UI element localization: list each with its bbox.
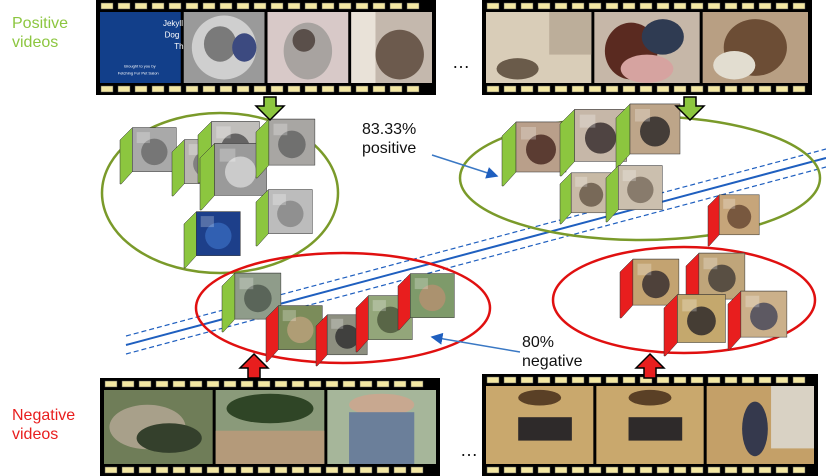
video-frame <box>486 386 594 464</box>
frame-caption-text: Th <box>174 42 183 51</box>
negative-video-filmstrip-2 <box>482 374 818 476</box>
video-frame <box>327 390 436 464</box>
down-arrow-right <box>674 96 706 122</box>
video-frame <box>215 390 325 464</box>
positive-sample-cube <box>119 127 177 185</box>
down-arrow-left <box>254 96 286 122</box>
negative-videos-label-line2: videos <box>12 426 59 444</box>
positive-sample-cube <box>559 172 612 225</box>
up-arrow-right <box>634 352 666 379</box>
positive-sample-cube <box>183 211 241 269</box>
positive-percentage-value: 83.33% <box>362 121 417 138</box>
positive-sample-cube <box>501 121 567 187</box>
ellipsis-top: … <box>452 52 470 72</box>
negative-sample-cube <box>663 293 727 357</box>
positive-videos-label: Positive videos <box>12 14 68 52</box>
negative-video-filmstrip-1 <box>100 378 440 476</box>
positive-sample-cube <box>615 103 681 169</box>
negative-sample-cube <box>727 290 788 351</box>
video-frame <box>486 12 592 83</box>
video-frame <box>596 386 704 464</box>
positive-annotation-arrow <box>431 154 499 179</box>
positive-videos-label-line2: videos <box>12 34 59 52</box>
video-frame <box>351 12 432 83</box>
negative-sample-cube <box>619 258 680 319</box>
positive-percentage-label: 83.33% positive <box>362 120 416 158</box>
positive-percentage-word: positive <box>362 140 417 158</box>
frame-caption-text: Fetching Fur Pet Salon <box>118 70 159 75</box>
negative-videos-label-line1: Negative <box>12 407 76 424</box>
positive-sample-cube <box>221 272 282 333</box>
negative-videos-label: Negative videos <box>12 406 75 444</box>
video-frame <box>706 386 814 464</box>
negative-percentage-label: 80% negative <box>522 333 583 371</box>
positive-video-filmstrip-1: Jekyll Dog Th Brought to you by Fetching Fur… <box>96 0 436 95</box>
negative-cluster-ellipse-left <box>194 251 492 365</box>
positive-sample-cube <box>255 118 316 179</box>
ellipsis-bottom: … <box>460 440 478 460</box>
frame-caption-text: Dog <box>165 31 180 40</box>
video-frame <box>104 390 213 464</box>
up-arrow-left <box>238 352 270 379</box>
positive-cluster-ellipse-left <box>100 111 340 275</box>
negative-sample-cube <box>265 305 323 363</box>
positive-video-filmstrip-2 <box>482 0 812 95</box>
positive-sample-cube <box>605 165 663 223</box>
negative-sample-cube <box>707 194 760 247</box>
negative-cluster-ellipse-right <box>551 245 817 355</box>
video-frame <box>183 12 265 83</box>
negative-percentage-word: negative <box>522 353 583 371</box>
video-frame <box>594 12 700 83</box>
video-frame: Jekyll Dog Th Brought to you by Fetching Fur… <box>100 12 184 83</box>
positive-videos-label-line1: Positive <box>12 15 69 32</box>
frame-caption-text: Jekyll <box>163 19 183 28</box>
negative-sample-cube <box>397 273 455 331</box>
frame-caption-text: Brought to you by <box>124 63 155 68</box>
negative-annotation-arrow <box>430 332 521 353</box>
video-frame <box>267 12 349 83</box>
video-frame <box>702 12 808 83</box>
positive-sample-cube <box>255 189 313 247</box>
negative-percentage-value: 80% <box>522 334 555 351</box>
